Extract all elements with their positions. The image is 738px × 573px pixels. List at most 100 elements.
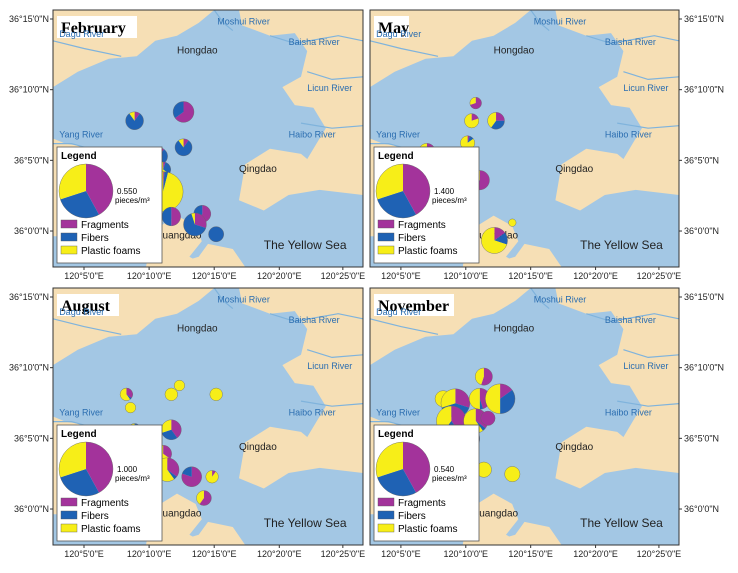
place-label: Huangdao bbox=[472, 509, 519, 520]
map-panel-february: February Moshui River Baisha River Dagu Riv… bbox=[9, 9, 365, 281]
lat-tick-label: 36°10'0"N bbox=[9, 363, 49, 373]
legend-item-label: Fragments bbox=[398, 498, 446, 509]
pie-slice-fragments bbox=[181, 466, 202, 487]
month-label-bg bbox=[374, 16, 409, 38]
month-label: August bbox=[61, 298, 111, 315]
pie-slice-plastic-foams bbox=[469, 97, 476, 105]
legend-swatch-plastic-foams bbox=[60, 245, 78, 255]
site-pie-chart bbox=[161, 419, 182, 440]
river-line bbox=[300, 122, 364, 129]
river-line bbox=[369, 318, 439, 335]
pie-outline bbox=[469, 96, 482, 110]
pie-slice-plastic-foams bbox=[58, 164, 86, 200]
pie-slice-fibers bbox=[208, 226, 224, 242]
pie-slice-fragments bbox=[471, 113, 479, 121]
pie-outline bbox=[487, 112, 505, 130]
pie-outline bbox=[125, 111, 144, 130]
pie-slice-plastic-foams bbox=[205, 470, 219, 484]
pie-slice-fragments bbox=[476, 170, 490, 190]
land-mass bbox=[555, 426, 679, 489]
legend-item-label: Fragments bbox=[81, 498, 129, 509]
river-label: Moshui River bbox=[217, 294, 270, 304]
legend-item-label: Fibers bbox=[81, 233, 109, 244]
pie-slice-fragments bbox=[470, 97, 482, 109]
lat-tick-label: 36°15'0"N bbox=[684, 292, 724, 302]
lat-tick-label: 36°5'0"N bbox=[14, 155, 49, 165]
pie-slice-plastic-foams bbox=[504, 466, 521, 482]
pie-outline bbox=[504, 466, 521, 483]
pie-outline bbox=[125, 402, 136, 414]
lon-tick-label: 120°20'0"E bbox=[257, 271, 302, 281]
site-pie-chart bbox=[205, 470, 219, 484]
legend-scale-value: 0.540 bbox=[434, 465, 455, 474]
river-line bbox=[213, 287, 234, 310]
sea-label: The Yellow Sea bbox=[580, 516, 663, 530]
site-pie-chart bbox=[181, 466, 202, 487]
lon-tick-label: 120°25'0"E bbox=[637, 549, 682, 559]
river-label: Baisha River bbox=[605, 315, 656, 325]
map-frame bbox=[369, 9, 680, 268]
legend-unit: pieces/m³ bbox=[432, 196, 467, 205]
river-line bbox=[369, 40, 439, 57]
place-label: Qingdao bbox=[555, 442, 593, 453]
pie-slice-plastic-foams bbox=[209, 388, 223, 401]
site-pie-chart bbox=[209, 387, 223, 401]
legend-item-label: Fibers bbox=[81, 511, 109, 522]
site-pie-chart bbox=[125, 111, 144, 130]
pie-slice-plastic-foams bbox=[475, 368, 484, 385]
river-label: Dagu River bbox=[376, 307, 421, 317]
month-label: February bbox=[61, 20, 126, 37]
pie-slice-fragments bbox=[194, 213, 207, 228]
site-pie-chart bbox=[125, 402, 136, 414]
pie-outline bbox=[196, 490, 212, 506]
place-label: Hongdao bbox=[177, 46, 218, 57]
river-line bbox=[617, 122, 680, 129]
river-label: Yang River bbox=[59, 129, 103, 139]
pie-slice-fragments bbox=[163, 445, 172, 459]
legend-swatch-fibers bbox=[60, 232, 78, 242]
place-label: Qingdao bbox=[239, 164, 277, 175]
pie-slice-fragments bbox=[496, 112, 505, 121]
river-label: Haibo River bbox=[605, 129, 652, 139]
legend-swatch-fragments bbox=[60, 497, 78, 507]
pie-slice-plastic-foams bbox=[375, 164, 403, 200]
month-label: November bbox=[378, 298, 449, 315]
river-label: Baisha River bbox=[289, 315, 340, 325]
legend-title: Legend bbox=[61, 151, 97, 162]
river-line bbox=[530, 287, 550, 310]
pie-slice-plastic-foams bbox=[161, 419, 172, 433]
pie-outline bbox=[475, 367, 493, 386]
lat-tick-label: 36°5'0"N bbox=[684, 155, 719, 165]
pie-outline bbox=[480, 410, 496, 426]
pie-outline bbox=[164, 387, 178, 401]
pie-slice-fibers bbox=[163, 162, 171, 174]
river-line bbox=[530, 9, 550, 32]
river-line bbox=[586, 313, 680, 323]
pie-slice-fragments bbox=[500, 383, 513, 399]
site-pie-chart bbox=[480, 410, 496, 426]
river-label: Moshui River bbox=[534, 16, 587, 26]
legend-title: Legend bbox=[378, 151, 414, 162]
month-label-bg bbox=[57, 16, 137, 38]
lon-tick-label: 120°5'0"E bbox=[381, 271, 421, 281]
place-label: Hongdao bbox=[494, 324, 535, 335]
legend-scale-pie bbox=[58, 163, 114, 219]
lon-tick-label: 120°10'0"E bbox=[127, 271, 172, 281]
pie-outline bbox=[484, 383, 516, 414]
legend-item-label: Plastic foams bbox=[81, 524, 140, 535]
lat-tick-label: 36°0'0"N bbox=[684, 504, 719, 514]
pie-slice-fragments bbox=[171, 419, 182, 438]
pie-outline bbox=[181, 466, 202, 487]
pie-slice-fragments bbox=[175, 101, 194, 123]
legend-scale-value: 1.000 bbox=[117, 465, 138, 474]
river-label: Haibo River bbox=[289, 407, 336, 417]
pie-slice-plastic-foams bbox=[196, 490, 204, 505]
legend-unit: pieces/m³ bbox=[115, 474, 150, 483]
legend-item-label: Plastic foams bbox=[81, 246, 140, 257]
river-line bbox=[623, 71, 680, 81]
pie-slice-fibers bbox=[60, 191, 100, 219]
month-label: May bbox=[378, 20, 409, 37]
legend-swatch-plastic-foams bbox=[60, 523, 78, 533]
pie-outline bbox=[464, 113, 480, 129]
